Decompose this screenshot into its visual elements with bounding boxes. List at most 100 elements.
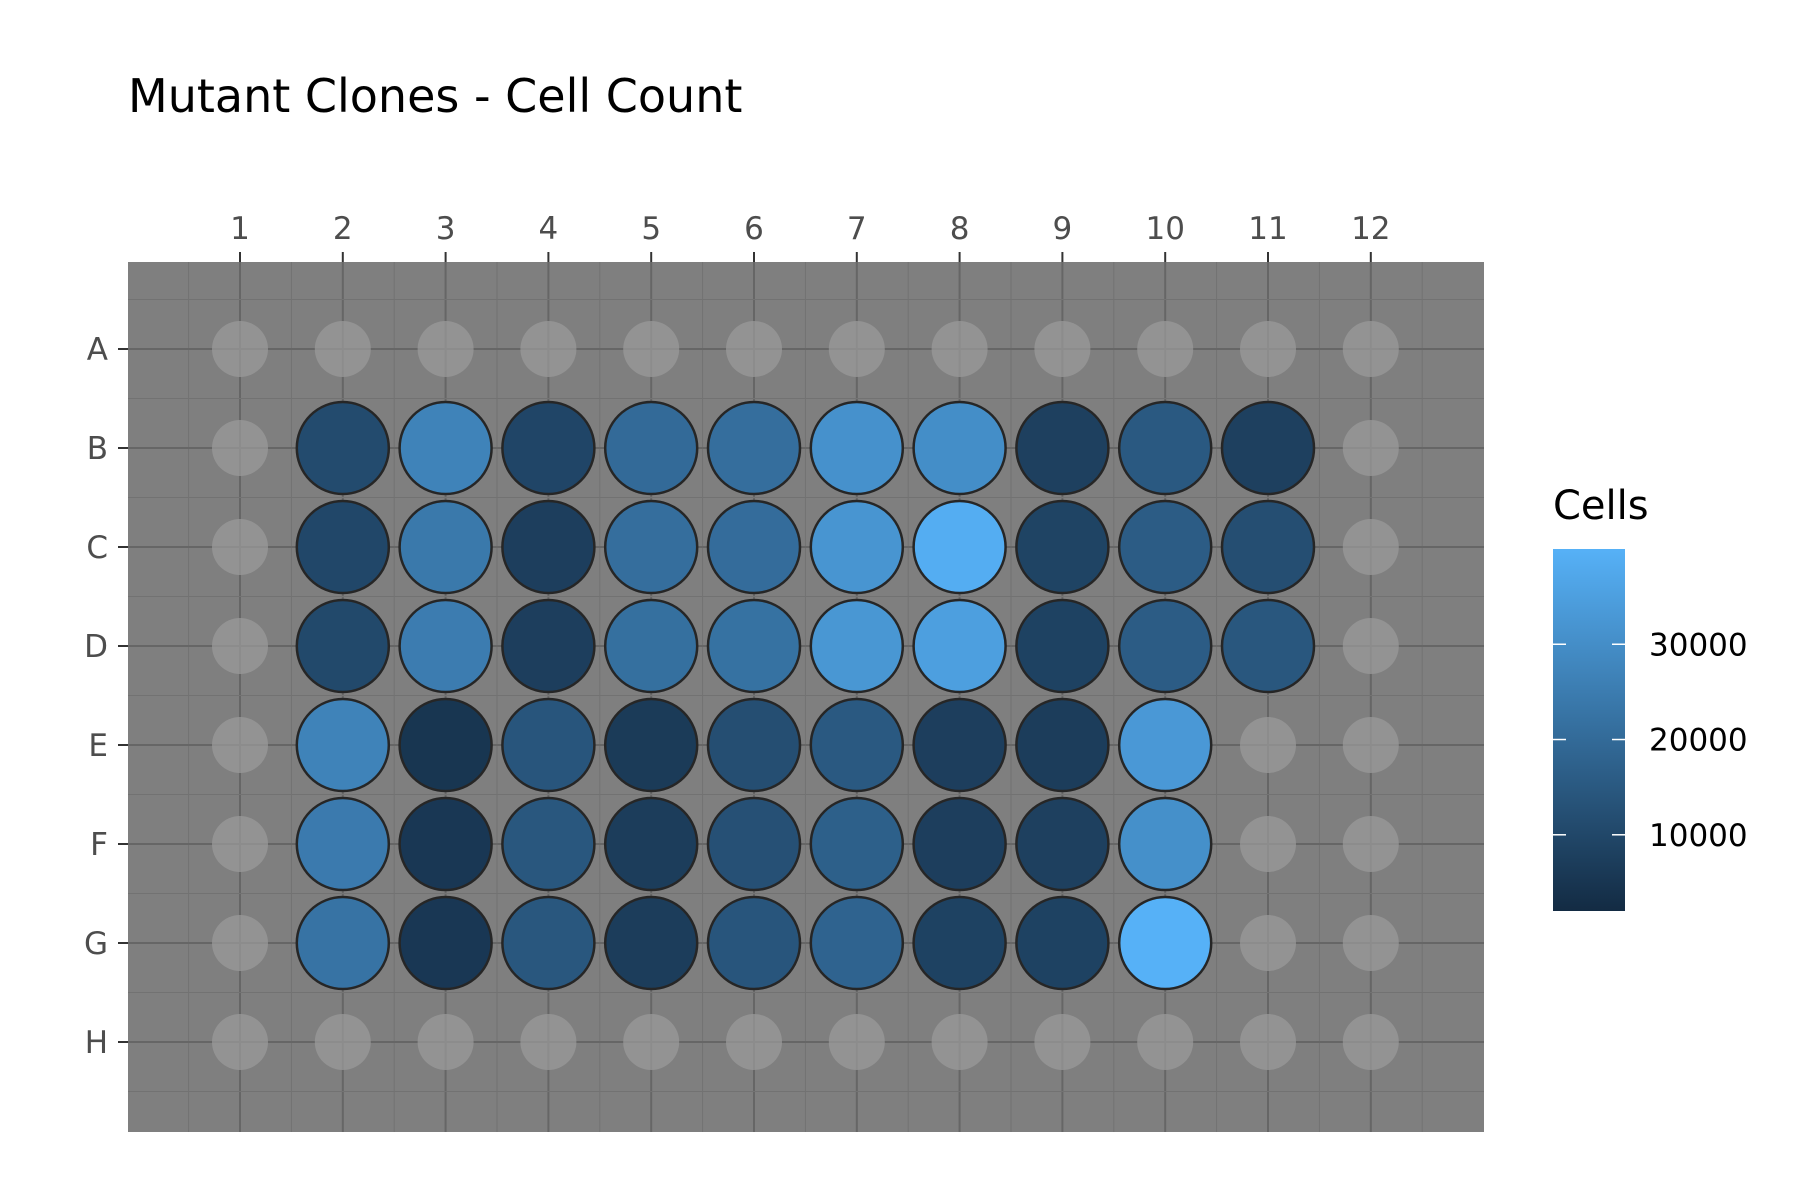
wells-group <box>212 321 1399 1070</box>
well-D2 <box>295 598 391 694</box>
well-C10 <box>1117 499 1213 595</box>
well-D6 <box>706 598 802 694</box>
well-B6 <box>706 400 802 496</box>
well-D3 <box>398 598 493 694</box>
empty-well <box>1034 321 1091 377</box>
well-B8 <box>912 400 1007 496</box>
empty-well <box>1342 420 1399 476</box>
empty-well <box>212 1014 268 1070</box>
well-C9 <box>1015 499 1110 595</box>
empty-well <box>212 618 268 674</box>
column-tick-label: 10 <box>1145 211 1184 247</box>
column-tick-label: 8 <box>950 211 970 247</box>
well-C4 <box>501 499 596 595</box>
well-G8 <box>912 895 1007 991</box>
plate-panel <box>128 262 1484 1132</box>
well-C2 <box>295 499 391 595</box>
empty-well <box>726 1014 782 1070</box>
column-tick-label: 7 <box>847 211 867 247</box>
well-C5 <box>603 499 699 595</box>
empty-well <box>1342 519 1399 575</box>
well-E9 <box>1015 697 1110 793</box>
well-F9 <box>1015 796 1110 892</box>
empty-well <box>314 321 371 377</box>
legend-tick-label: 10000 <box>1649 818 1748 854</box>
empty-well <box>623 1014 680 1070</box>
well-E6 <box>706 697 802 793</box>
row-tick-label: B <box>87 431 108 467</box>
well-F5 <box>603 796 699 892</box>
well-E10 <box>1117 697 1213 793</box>
row-tick-label: C <box>86 530 108 566</box>
well-E5 <box>603 697 699 793</box>
well-G4 <box>501 895 596 991</box>
well-B4 <box>501 400 596 496</box>
well-D9 <box>1015 598 1110 694</box>
empty-well <box>212 915 268 971</box>
well-B7 <box>809 400 905 496</box>
well-B10 <box>1117 400 1213 496</box>
well-B9 <box>1015 400 1110 496</box>
row-tick-label: F <box>90 827 108 863</box>
row-tick-label: H <box>85 1025 108 1061</box>
well-E7 <box>809 697 905 793</box>
row-tick-label: E <box>88 728 108 764</box>
well-F3 <box>398 796 493 892</box>
empty-well <box>1240 915 1296 971</box>
legend-title: Cells <box>1553 483 1649 529</box>
empty-well <box>1342 321 1399 377</box>
well-C8 <box>912 499 1007 595</box>
well-B11 <box>1220 400 1316 496</box>
legend-colorbar <box>1553 549 1625 911</box>
well-C6 <box>706 499 802 595</box>
column-tick-label: 6 <box>744 211 764 247</box>
empty-well <box>1240 717 1296 773</box>
well-G7 <box>809 895 905 991</box>
well-D5 <box>603 598 699 694</box>
empty-well <box>726 321 782 377</box>
well-B2 <box>295 400 391 496</box>
empty-well <box>212 717 268 773</box>
empty-well <box>212 816 268 872</box>
well-C11 <box>1220 499 1316 595</box>
row-tick-label: D <box>84 629 108 665</box>
well-G3 <box>398 895 493 991</box>
empty-well <box>828 321 885 377</box>
well-E4 <box>501 697 596 793</box>
empty-well <box>623 321 680 377</box>
well-G10 <box>1117 895 1213 991</box>
column-tick-label: 1 <box>230 211 250 247</box>
empty-well <box>520 1014 577 1070</box>
row-tick-label: A <box>87 332 108 368</box>
column-tick-label: 3 <box>436 211 456 247</box>
empty-well <box>1342 717 1399 773</box>
legend-tick-label: 20000 <box>1649 723 1748 759</box>
empty-well <box>1137 321 1194 377</box>
well-F8 <box>912 796 1007 892</box>
column-axis: 1 2 3 4 5 6 7 8 9 10 11 12 <box>230 211 1391 262</box>
column-tick-label: 4 <box>539 211 559 247</box>
empty-well <box>1342 816 1399 872</box>
row-axis: A B C D E F G H <box>84 332 128 1061</box>
column-tick-label: 2 <box>333 211 353 247</box>
empty-well <box>212 420 268 476</box>
well-B3 <box>398 400 493 496</box>
well-G9 <box>1015 895 1110 991</box>
column-tick-label: 9 <box>1053 211 1073 247</box>
well-F6 <box>706 796 802 892</box>
empty-well <box>212 321 268 377</box>
well-D7 <box>809 598 905 694</box>
empty-well <box>1240 321 1296 377</box>
legend-tick-label: 30000 <box>1649 627 1748 663</box>
well-D11 <box>1220 598 1316 694</box>
empty-well <box>1034 1014 1091 1070</box>
chart-title: Mutant Clones - Cell Count <box>128 69 742 123</box>
legend-ticks: 10000 20000 30000 <box>1553 627 1748 854</box>
well-B5 <box>603 400 699 496</box>
row-tick-label: G <box>84 926 108 962</box>
well-D8 <box>912 598 1007 694</box>
empty-well <box>417 321 474 377</box>
color-legend: Cells 10000 20000 30000 <box>1553 483 1748 911</box>
well-F7 <box>809 796 905 892</box>
